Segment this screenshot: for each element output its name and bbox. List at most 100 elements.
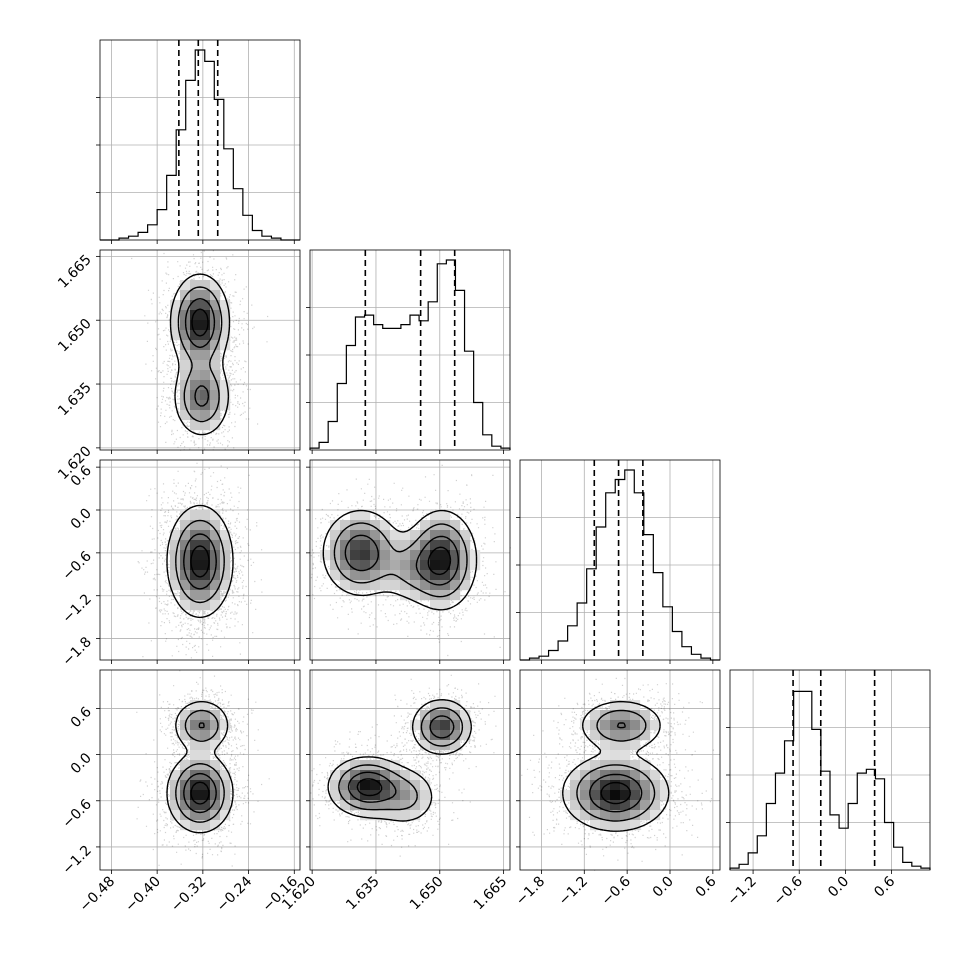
histogram-3: [729, 690, 931, 870]
contour-level-0: [166, 504, 234, 619]
density-cell: [460, 550, 471, 561]
y-tick-label: 0.6: [68, 704, 95, 731]
density-cell: [210, 720, 221, 731]
density-cell: [440, 580, 451, 591]
density-cell: [210, 770, 221, 781]
contour-level-2: [184, 298, 216, 407]
density-cell: [630, 720, 641, 731]
density-cell: [180, 600, 191, 611]
density-cell: [180, 770, 191, 781]
density-cell: [610, 700, 621, 711]
density-cell: [350, 760, 361, 771]
density-cell: [590, 780, 601, 791]
density-cell: [210, 420, 221, 431]
density-cell: [190, 560, 201, 571]
density-cell: [350, 520, 361, 531]
panel-frame: [309, 459, 511, 661]
density-cell: [570, 810, 581, 821]
density-cell: [590, 730, 601, 741]
density-cell: [410, 570, 421, 581]
density-cell: [190, 700, 201, 711]
density-cell: [180, 350, 191, 361]
density-cell: [350, 550, 361, 561]
density-cell: [190, 710, 201, 721]
density-cell: [640, 800, 651, 811]
density-cell: [190, 280, 201, 291]
density-cell: [620, 710, 631, 721]
density-cell: [340, 570, 351, 581]
contour-level-3: [190, 781, 210, 805]
density-cell: [600, 740, 611, 751]
density-cell: [390, 530, 401, 541]
density-cell: [350, 790, 361, 801]
density-cell: [190, 810, 201, 821]
density-cell: [380, 760, 391, 771]
density-cell: [430, 720, 441, 731]
density-cell: [180, 730, 191, 741]
density-cell: [460, 730, 471, 741]
density-cell: [210, 380, 221, 391]
panel-2-0: −1.8−1.2−0.60.00.6: [59, 459, 301, 669]
density-cell: [170, 320, 181, 331]
contour-level-2: [183, 533, 217, 590]
density-cell: [170, 770, 181, 781]
density-cell: [450, 530, 461, 541]
density-cell: [200, 420, 211, 431]
contour-level-2: [589, 722, 643, 813]
density-cell: [180, 310, 191, 321]
x-tick-label: 0.0: [825, 874, 852, 901]
panel-frame: [99, 459, 301, 661]
density-cell: [200, 330, 211, 341]
density-cell: [620, 800, 631, 811]
density-cell: [180, 560, 191, 571]
density-cell: [350, 530, 361, 541]
y-tick-label: −1.8: [59, 634, 94, 669]
density-cell: [340, 790, 351, 801]
density-cell: [210, 520, 221, 531]
density-cell: [420, 530, 431, 541]
contour-level-2: [183, 722, 217, 814]
density-cell: [220, 810, 231, 821]
density-cell: [400, 790, 411, 801]
density-cell: [440, 590, 451, 601]
y-tick-label: −1.2: [59, 591, 94, 626]
density-cell: [450, 710, 461, 721]
density-cell: [330, 780, 341, 791]
density-cell: [180, 820, 191, 831]
x-tick-label: 0.6: [871, 873, 898, 900]
density-cell: [220, 310, 231, 321]
density-cell: [640, 790, 651, 801]
histogram-1: [309, 259, 511, 450]
density-cell: [190, 820, 201, 831]
density-cell: [420, 720, 431, 731]
density-cell: [330, 790, 341, 801]
density-cell: [210, 360, 221, 371]
density-cell: [220, 550, 231, 561]
density-cell: [620, 750, 631, 761]
density-cell: [190, 790, 201, 801]
density-cell: [190, 300, 201, 311]
density-cell: [420, 800, 431, 811]
density-cell: [650, 800, 661, 811]
x-tick-label: −1.2: [556, 874, 591, 909]
panel-3-0: −0.48 −0.40 −0.32 −0.24 −0.16−1.2−0.60.00.6: [59, 669, 301, 915]
density-cell: [640, 710, 651, 721]
density-cell: [450, 560, 461, 571]
density-cell: [600, 760, 611, 771]
density-cell: [400, 590, 411, 601]
density-cell: [440, 510, 451, 521]
density-cell: [200, 790, 211, 801]
density-cell: [200, 590, 211, 601]
panel-3-2: −1.8 −1.2 −0.6 0.0 0.6: [513, 669, 721, 909]
density-cell: [180, 340, 191, 351]
density-cell: [610, 740, 621, 751]
density-cell: [590, 810, 601, 821]
density-cell: [220, 390, 231, 401]
density-cell: [370, 520, 381, 531]
density-cell: [200, 290, 211, 301]
density-cell: [450, 720, 461, 731]
density-cell: [180, 800, 191, 811]
density-cell: [380, 520, 391, 531]
